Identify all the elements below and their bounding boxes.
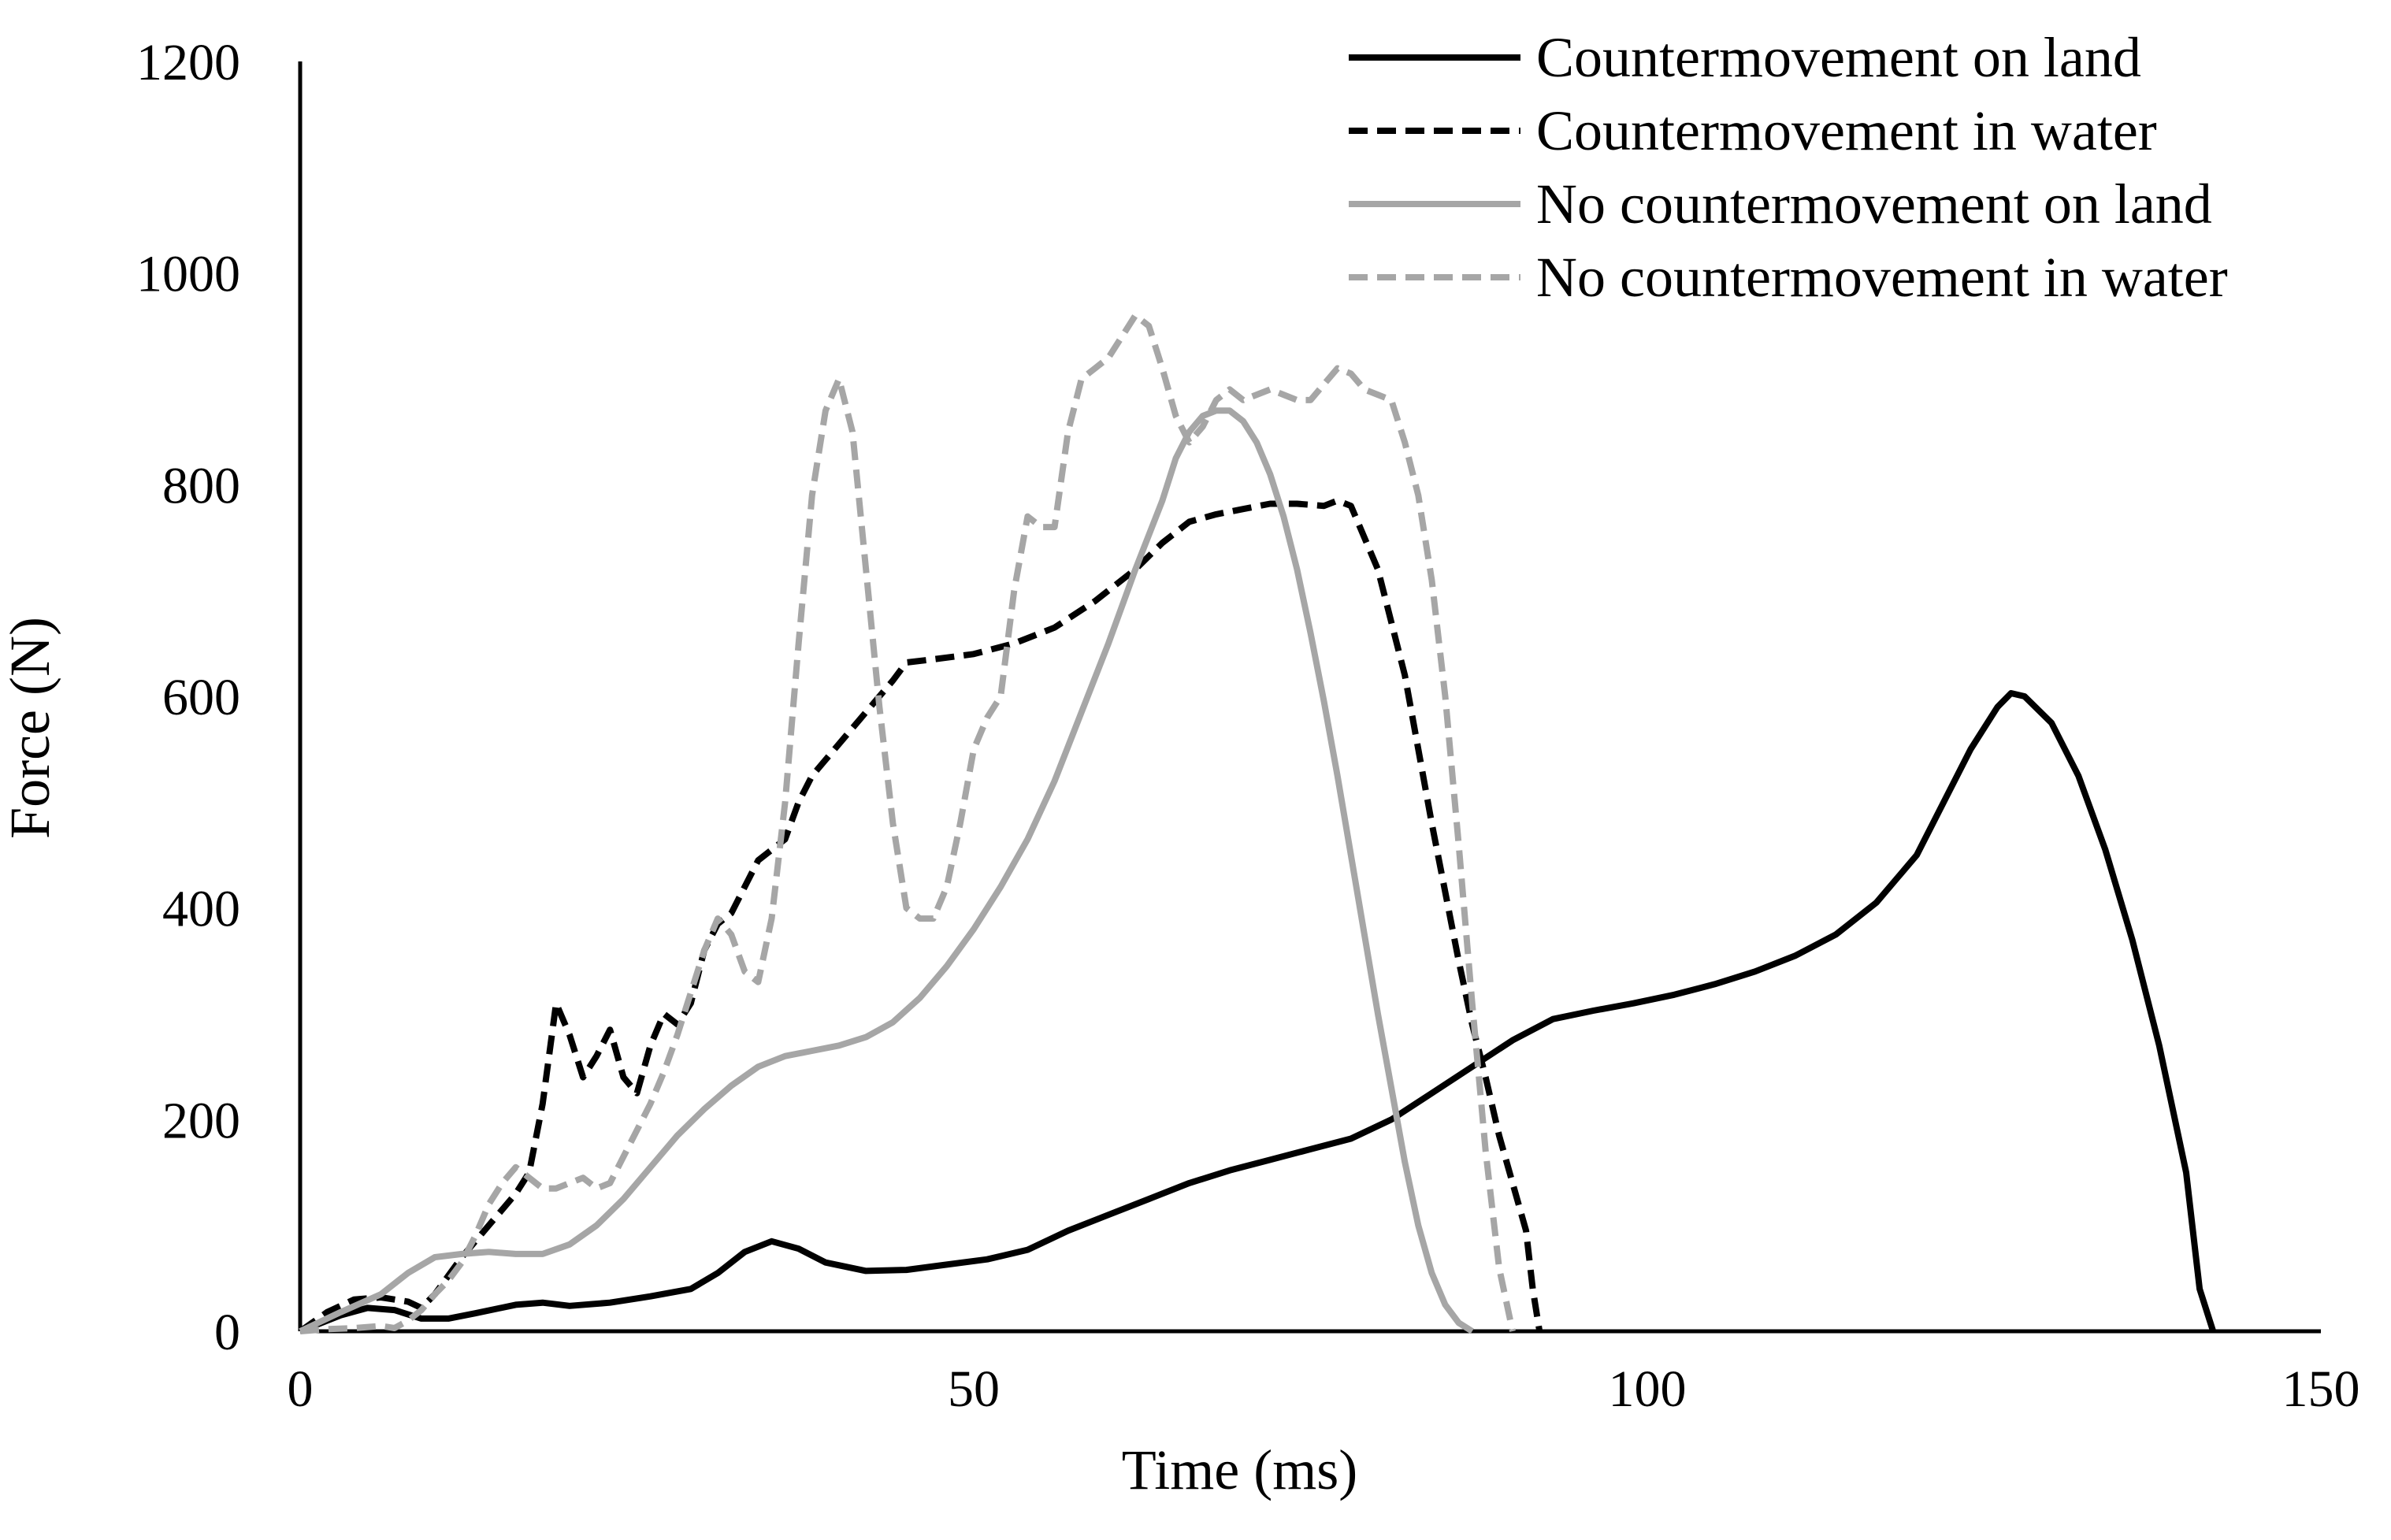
legend-label-3: No countermovement on land <box>1536 173 2212 236</box>
series-line-2 <box>298 497 1543 1334</box>
y-axis-title: Force (N) <box>0 617 61 839</box>
x-tick-label: 100 <box>1609 1360 1687 1418</box>
y-tick-labels: 0 200 400 600 800 1000 1200 <box>136 34 240 1361</box>
y-tick-label: 400 <box>162 881 240 938</box>
x-tick-labels: 0 50 100 150 <box>288 1360 2360 1418</box>
series-line-4 <box>299 312 1516 1334</box>
legend-label-4: No countermovement in water <box>1536 246 2228 309</box>
y-tick-label: 200 <box>162 1092 240 1149</box>
y-tick-label: 0 <box>214 1304 240 1361</box>
x-tick-label: 0 <box>288 1360 314 1418</box>
y-tick-label: 600 <box>162 669 240 726</box>
x-axis-title: Time (ms) <box>1122 1438 1357 1501</box>
y-tick-label: 1200 <box>136 34 240 91</box>
legend-label-2: Countermovement in water <box>1536 99 2157 162</box>
legend: Countermovement on land Countermovement i… <box>1349 26 2228 309</box>
series-layer <box>298 312 2217 1334</box>
x-tick-label: 150 <box>2282 1360 2360 1418</box>
x-tick-label: 50 <box>948 1360 1000 1418</box>
series-line-3 <box>299 407 1474 1334</box>
y-tick-label: 800 <box>162 457 240 514</box>
y-tick-label: 1000 <box>136 246 240 303</box>
series-line-1 <box>299 690 2217 1334</box>
legend-label-1: Countermovement on land <box>1536 26 2141 89</box>
